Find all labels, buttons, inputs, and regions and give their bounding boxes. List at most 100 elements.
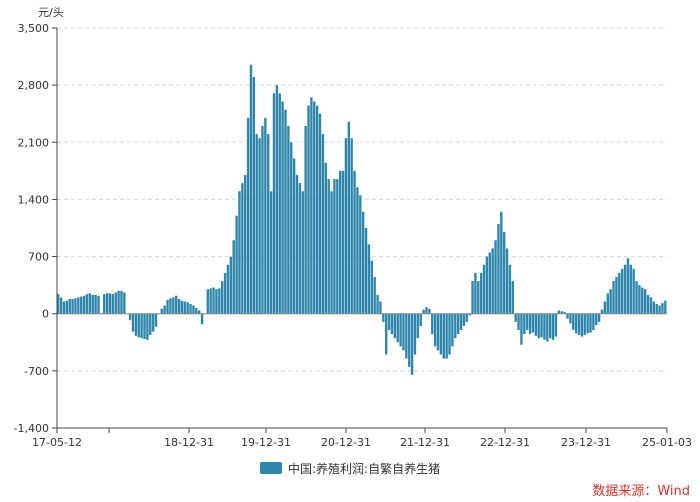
bar (454, 313, 457, 339)
bar (497, 223, 500, 314)
bar (500, 211, 503, 314)
bar (336, 179, 339, 314)
bar (623, 264, 627, 314)
bar (502, 232, 506, 314)
bar (140, 313, 143, 339)
x-tick-label: 20-12-31 (321, 436, 371, 449)
bar (330, 191, 333, 314)
y-tick-label: 700 (28, 251, 49, 264)
bar (146, 313, 149, 340)
bar (462, 313, 466, 326)
bar (635, 281, 638, 314)
bar (85, 294, 89, 314)
bar (362, 211, 365, 314)
bar (65, 300, 69, 314)
bar (652, 301, 655, 314)
bar (543, 313, 546, 340)
bar (108, 293, 112, 314)
bar (359, 195, 362, 314)
bar (272, 93, 276, 314)
y-tick-label: -700 (24, 365, 49, 378)
bar (298, 183, 302, 314)
bar (200, 313, 204, 325)
bar (376, 294, 379, 314)
legend-swatch (260, 462, 282, 474)
x-tick-label: 17-05-12 (32, 436, 82, 449)
bar (428, 308, 431, 314)
y-tick-label: 3,500 (18, 22, 50, 35)
bar (609, 289, 612, 314)
bar (379, 301, 382, 314)
bar (82, 295, 86, 314)
bar (91, 294, 94, 314)
bar (74, 298, 77, 314)
bar (212, 287, 215, 314)
x-tick-label: 25-01-03 (642, 436, 692, 449)
bar (59, 297, 63, 314)
bar (255, 134, 258, 314)
y-tick-label: 0 (42, 308, 49, 321)
bar (436, 313, 440, 351)
bar (229, 256, 233, 314)
bar (111, 294, 115, 314)
bar (169, 298, 172, 314)
bar (620, 268, 624, 314)
bar (546, 313, 549, 342)
bar (304, 125, 307, 314)
bar (301, 191, 304, 314)
bar (508, 264, 512, 314)
x-tick-label: 23-12-31 (561, 436, 611, 449)
y-tick-label: 2,800 (18, 79, 50, 92)
bar (549, 313, 552, 339)
bar (445, 313, 448, 359)
bar (537, 313, 540, 339)
bar (416, 313, 420, 339)
bar (488, 252, 491, 314)
bar (149, 313, 152, 335)
bar (353, 170, 356, 314)
bar (347, 121, 350, 314)
bar (566, 313, 569, 319)
bar (612, 281, 615, 314)
bar (569, 313, 572, 324)
bar (661, 303, 664, 314)
y-tick-label: 2,100 (18, 136, 50, 149)
bar (468, 313, 471, 316)
bar (643, 289, 647, 314)
bar (589, 313, 592, 333)
bar (560, 311, 563, 314)
bar (393, 313, 397, 339)
bar (410, 313, 414, 375)
bar (433, 313, 437, 347)
bar (597, 313, 601, 322)
bar (183, 301, 186, 314)
bar (595, 313, 598, 326)
x-tick-label: 21-12-31 (400, 436, 450, 449)
bar (477, 281, 480, 314)
bar (350, 138, 353, 314)
bar (419, 313, 422, 326)
bar (408, 313, 411, 367)
bar (526, 313, 529, 331)
bar (209, 288, 212, 314)
y-tick-label: -1,400 (14, 422, 49, 435)
bar (154, 313, 158, 327)
bar (658, 305, 661, 314)
bar (151, 313, 155, 332)
bar (235, 215, 238, 314)
bar (655, 303, 658, 314)
bar (117, 290, 120, 314)
bar (103, 294, 106, 314)
bar (580, 313, 584, 337)
bar (459, 313, 463, 331)
bar (439, 313, 443, 355)
bar (641, 287, 644, 314)
bar (269, 191, 273, 314)
bar (160, 308, 163, 314)
bar (223, 272, 227, 314)
bar (399, 313, 402, 347)
bar (166, 299, 169, 314)
bar (402, 313, 405, 351)
bar (195, 308, 198, 314)
bar (177, 299, 181, 314)
